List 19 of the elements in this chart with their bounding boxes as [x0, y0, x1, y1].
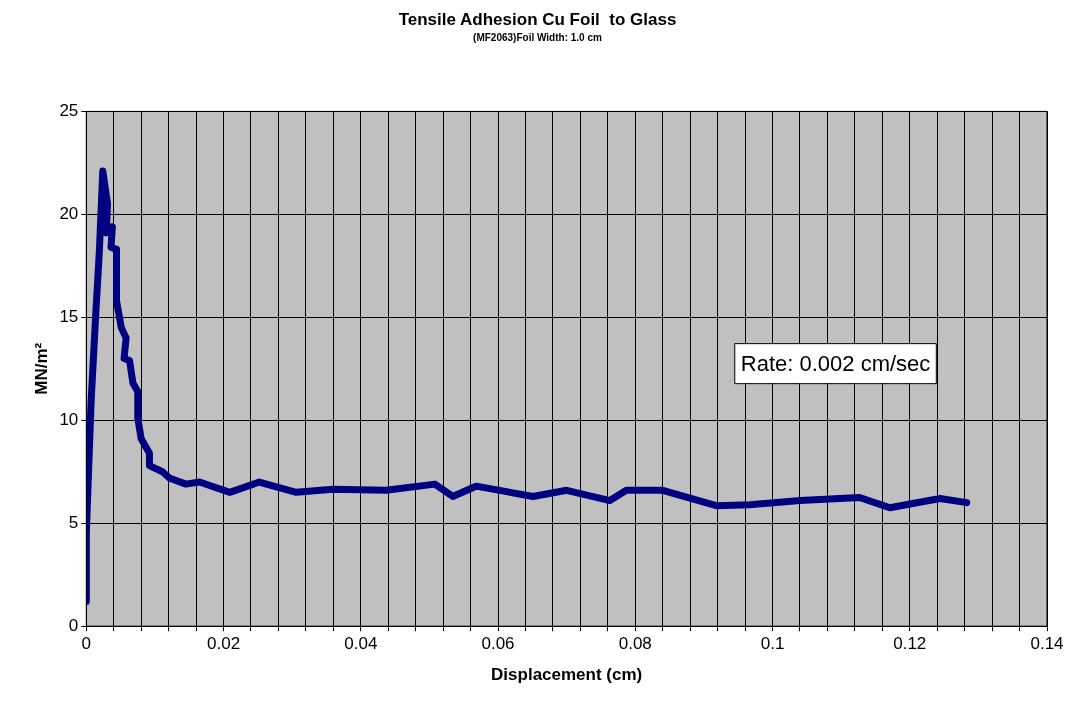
x-tick-label: 0.04 — [344, 634, 378, 654]
y-tick-label: 25 — [59, 101, 79, 121]
x-tick-label: 0.06 — [481, 634, 515, 654]
y-tick-label: 15 — [59, 307, 79, 327]
x-tick-label: 0.08 — [618, 634, 652, 654]
x-tick-label: 0.12 — [893, 634, 927, 654]
x-tick-label: 0.02 — [207, 634, 241, 654]
chart-subtitle: (MF2063)Foil Width: 1.0 cm — [473, 32, 603, 44]
x-tick-label: 0.14 — [1030, 634, 1064, 654]
x-tick-label: 0.1 — [760, 634, 785, 654]
x-tick-label: 0 — [81, 634, 92, 654]
y-tick-label: 0 — [68, 615, 79, 635]
x-axis-title: Displacement (cm) — [491, 665, 643, 685]
annotation: Rate: 0.002 cm/sec — [740, 350, 931, 376]
y-tick-label: 10 — [59, 409, 79, 429]
y-tick-label: 5 — [68, 512, 79, 532]
chart-title: Tensile Adhesion Cu Foil to Glass — [398, 9, 677, 29]
y-axis-title: MN/m² — [31, 342, 51, 395]
y-tick-label: 20 — [59, 204, 79, 224]
